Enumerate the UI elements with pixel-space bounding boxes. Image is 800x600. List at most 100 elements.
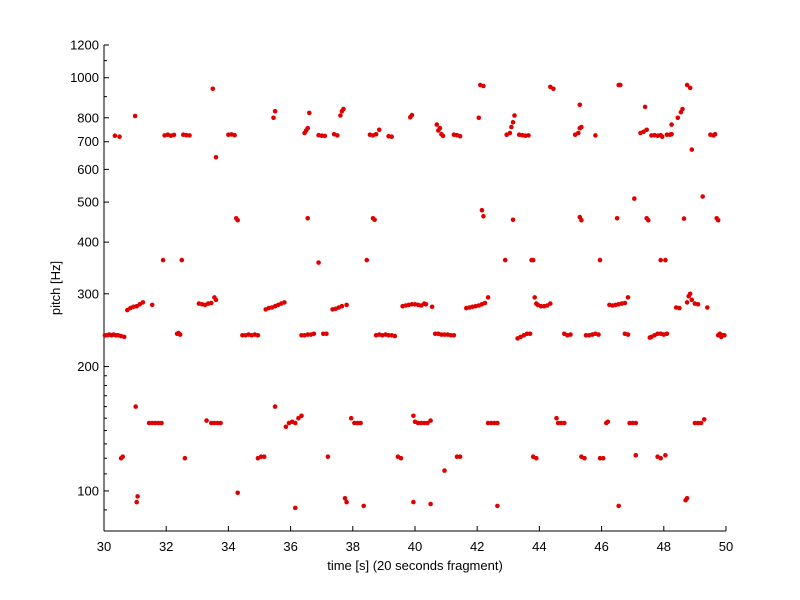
- y-tick-label: 500: [77, 195, 99, 210]
- data-point: [451, 333, 457, 338]
- data-point: [305, 216, 311, 221]
- data-point: [311, 331, 317, 337]
- x-tick-label: 40: [408, 539, 422, 554]
- data-point: [442, 332, 447, 337]
- data-point: [579, 124, 584, 130]
- data-point: [568, 332, 573, 337]
- data-point: [235, 217, 240, 223]
- y-tick-label: 800: [77, 110, 99, 125]
- data-point: [364, 257, 370, 263]
- x-tick-label: 46: [594, 539, 608, 554]
- x-tick-label: 38: [346, 539, 360, 554]
- data-point: [361, 503, 367, 509]
- data-point: [562, 420, 567, 426]
- data-point: [411, 499, 416, 505]
- data-point: [680, 106, 685, 112]
- data-point: [271, 115, 276, 121]
- x-tick-label: 34: [221, 539, 235, 554]
- data-point: [476, 115, 482, 121]
- data-point: [149, 302, 155, 308]
- data-point: [687, 291, 693, 297]
- data-point: [112, 133, 118, 138]
- data-point: [121, 334, 127, 340]
- data-point: [213, 155, 219, 160]
- data-point: [423, 302, 429, 307]
- data-point: [663, 257, 668, 263]
- data-point: [204, 418, 209, 423]
- data-point: [339, 303, 345, 309]
- data-point: [532, 295, 537, 300]
- data-point: [605, 419, 611, 425]
- data-point: [502, 257, 508, 263]
- data-point: [614, 216, 620, 221]
- data-point: [616, 503, 621, 509]
- data-point: [576, 130, 581, 136]
- data-point: [596, 332, 601, 337]
- data-point: [261, 454, 267, 460]
- data-point: [307, 110, 312, 116]
- data-point: [255, 333, 261, 338]
- data-point: [232, 132, 237, 138]
- data-point: [684, 82, 690, 88]
- y-tick-label: 1200: [70, 38, 99, 53]
- data-point: [439, 131, 444, 137]
- data-point: [171, 132, 177, 138]
- data-point: [681, 216, 687, 221]
- y-tick-label: 300: [77, 286, 99, 301]
- data-point: [712, 131, 718, 137]
- data-point: [548, 301, 553, 306]
- data-point: [179, 257, 185, 263]
- data-point: [684, 300, 690, 305]
- data-point: [507, 130, 513, 136]
- data-point: [625, 332, 631, 337]
- data-point: [325, 454, 331, 460]
- data-point: [342, 496, 348, 501]
- data-point: [510, 120, 516, 125]
- data-point: [235, 490, 240, 496]
- data-point: [669, 131, 674, 137]
- data-point: [722, 333, 727, 338]
- data-point: [664, 331, 670, 337]
- data-point: [715, 217, 721, 223]
- data-point: [305, 125, 311, 131]
- data-point: [689, 297, 695, 303]
- data-point: [597, 455, 603, 461]
- data-point: [689, 147, 695, 152]
- data-point: [428, 501, 433, 507]
- data-point: [495, 503, 500, 509]
- data-point: [577, 102, 583, 108]
- data-point: [457, 454, 463, 460]
- data-point: [579, 217, 584, 223]
- data-point: [512, 113, 517, 118]
- x-tick-label: 32: [159, 539, 173, 554]
- data-point: [322, 133, 328, 139]
- data-point: [398, 455, 404, 461]
- data-point: [213, 297, 219, 303]
- data-point: [132, 113, 138, 119]
- data-point: [293, 505, 298, 511]
- data-point: [373, 131, 379, 137]
- data-point: [510, 217, 516, 223]
- data-point: [140, 300, 146, 305]
- data-point: [133, 404, 138, 409]
- data-point: [622, 300, 628, 306]
- y-tick-label: 700: [77, 134, 99, 149]
- data-point: [218, 420, 223, 426]
- data-point: [700, 194, 705, 199]
- data-point: [481, 83, 486, 89]
- data-point: [618, 82, 623, 88]
- data-point: [698, 420, 704, 426]
- data-point: [376, 127, 382, 133]
- data-point: [526, 133, 531, 138]
- data-point: [482, 300, 488, 306]
- data-point: [554, 415, 559, 421]
- data-point: [434, 122, 440, 127]
- x-axis-ticks: 30 32 34 36 38 40 42 44 46 48 50: [97, 526, 733, 554]
- data-point: [338, 113, 343, 118]
- data-point: [530, 257, 536, 263]
- data-point: [687, 85, 693, 91]
- data-point: [316, 260, 321, 265]
- data-point: [348, 415, 354, 421]
- data-point: [646, 217, 651, 223]
